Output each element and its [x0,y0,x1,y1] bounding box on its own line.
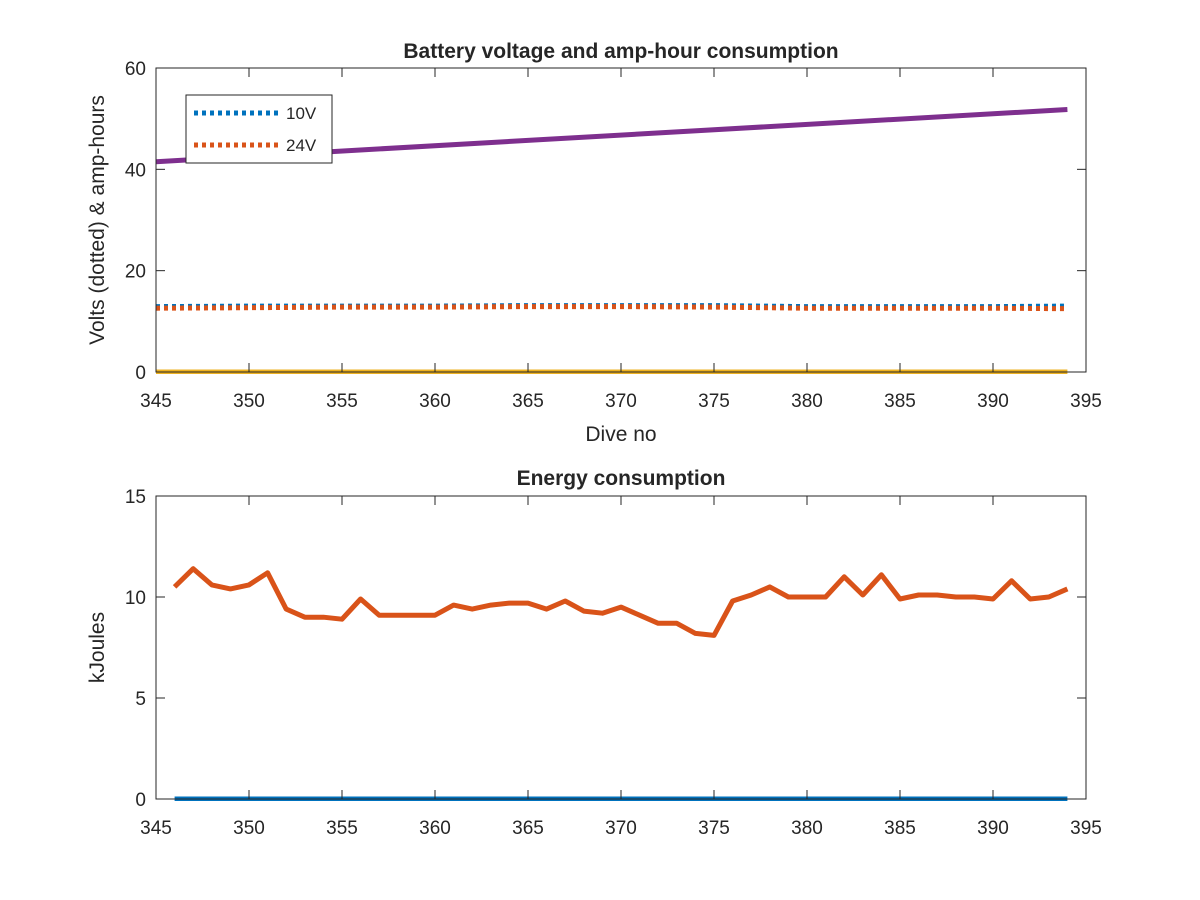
x-tick-label: 395 [1070,391,1102,412]
x-tick-label: 370 [605,818,637,839]
series-24v-line [156,304,1068,312]
x-tick-label: 355 [326,391,358,412]
chart-battery: Battery voltage and amp-hour consumption… [86,40,1102,446]
y-tick-label: 0 [135,363,146,384]
x-tick-label: 375 [698,818,730,839]
x-tick-label: 345 [140,818,172,839]
y-tick-label: 20 [125,262,146,283]
x-tick-label: 370 [605,391,637,412]
x-axis-label: Dive no [585,423,656,446]
legend: 10V 24V [185,94,333,164]
x-tick-label: 350 [233,818,265,839]
y-tick-label: 40 [125,160,146,181]
legend-label: 10V [286,104,317,123]
y-tick-label: 0 [135,790,146,811]
x-tick-label: 390 [977,818,1009,839]
y-axis-label: kJoules [86,612,109,683]
x-tick-label: 380 [791,818,823,839]
series-0-line [172,566,1069,638]
x-tick-label: 365 [512,818,544,839]
chart-energy: Energy consumption kJoules 345 350 355 360 3… [86,467,1102,839]
legend-box [185,94,333,164]
chart-title: Energy consumption [517,467,726,490]
x-tick-label: 355 [326,818,358,839]
x-tick-label: 360 [419,391,451,412]
y-tick-label: 5 [135,689,146,710]
chart-title: Battery voltage and amp-hour consumption [403,40,838,63]
x-tick-label: 350 [233,391,265,412]
x-tick-label: 390 [977,391,1009,412]
x-tick-label: 360 [419,818,451,839]
x-tick-label: 365 [512,391,544,412]
y-tick-label: 60 [125,59,146,80]
x-tick-label: 375 [698,391,730,412]
x-tick-label: 385 [884,391,916,412]
x-tick-label: 380 [791,391,823,412]
x-tick-label: 395 [1070,818,1102,839]
x-tick-label: 385 [884,818,916,839]
legend-label: 24V [286,136,317,155]
plot-frame [155,495,1087,800]
y-tick-label: 10 [125,588,146,609]
y-axis-label: Volts (dotted) & amp-hours [86,95,109,345]
y-tick-label: 15 [125,487,146,508]
x-tick-label: 345 [140,391,172,412]
